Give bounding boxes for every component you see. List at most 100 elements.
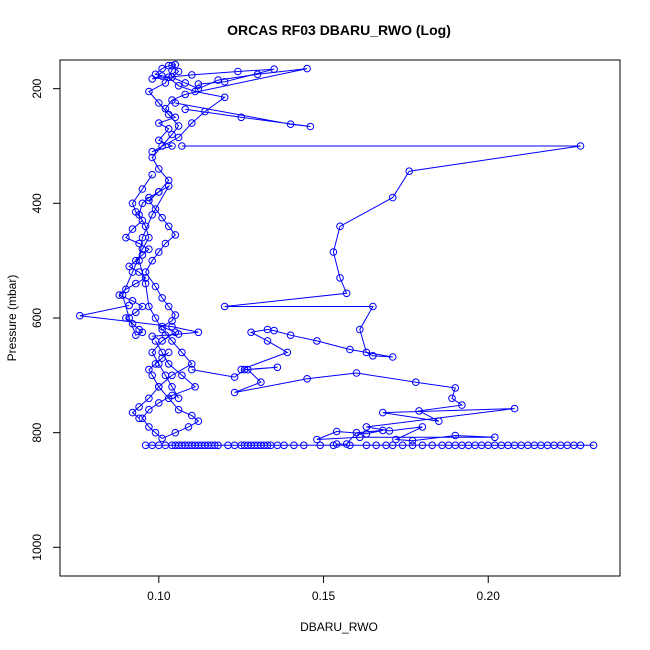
y-tick-label: 800 bbox=[30, 422, 44, 442]
data-point bbox=[191, 87, 199, 96]
data-point bbox=[76, 311, 84, 320]
x-axis-label: DBARU_RWO bbox=[300, 620, 378, 634]
data-point bbox=[148, 75, 156, 83]
data-point bbox=[362, 430, 371, 438]
data-point bbox=[151, 428, 160, 437]
data-point bbox=[174, 405, 183, 414]
data-point bbox=[148, 256, 156, 265]
data-point bbox=[148, 153, 156, 162]
data-point bbox=[220, 78, 229, 86]
data-point bbox=[392, 435, 400, 444]
data-point bbox=[145, 423, 153, 431]
data-point bbox=[164, 394, 173, 403]
data-point bbox=[135, 403, 143, 411]
data-point bbox=[194, 417, 203, 426]
data-point bbox=[178, 371, 186, 380]
data-point bbox=[188, 119, 196, 127]
data-point bbox=[408, 436, 417, 445]
data-point bbox=[181, 105, 189, 114]
x-tick-label: 0.10 bbox=[147, 589, 171, 603]
data-point bbox=[161, 104, 170, 113]
data-point bbox=[263, 441, 272, 450]
data-point bbox=[379, 408, 387, 417]
series-1 bbox=[141, 60, 311, 403]
series-6 bbox=[76, 301, 203, 341]
data-point bbox=[214, 441, 222, 450]
data-point bbox=[168, 322, 176, 331]
data-point bbox=[145, 394, 153, 403]
data-point bbox=[151, 360, 160, 368]
data-point bbox=[336, 222, 344, 231]
data-point bbox=[135, 239, 143, 248]
data-point bbox=[188, 360, 196, 368]
data-point bbox=[346, 441, 354, 450]
data-point bbox=[171, 60, 180, 69]
data-point bbox=[132, 256, 140, 265]
data-point bbox=[138, 233, 147, 242]
data-point bbox=[158, 64, 166, 73]
data-point bbox=[369, 302, 377, 311]
y-axis: 200 400 600 800 1000 bbox=[30, 78, 60, 561]
data-point bbox=[270, 65, 278, 73]
data-point bbox=[263, 325, 272, 334]
data-point bbox=[138, 216, 147, 225]
series-5 bbox=[178, 142, 585, 374]
data-point bbox=[174, 394, 183, 403]
data-point bbox=[303, 64, 311, 73]
data-point bbox=[155, 248, 163, 256]
data-point bbox=[171, 231, 180, 239]
data-point bbox=[132, 331, 140, 340]
data-point bbox=[346, 345, 354, 354]
data-point bbox=[161, 79, 170, 87]
data-point bbox=[448, 394, 456, 403]
data-point bbox=[148, 371, 156, 380]
data-point bbox=[155, 136, 163, 145]
data-point bbox=[408, 441, 417, 450]
data-point bbox=[138, 245, 147, 253]
data-point bbox=[220, 93, 229, 102]
data-point bbox=[174, 82, 183, 90]
data-point bbox=[128, 268, 137, 276]
data-point bbox=[168, 142, 176, 150]
data-point bbox=[405, 167, 414, 175]
data-point bbox=[168, 337, 176, 345]
data-point bbox=[168, 371, 176, 380]
data-point bbox=[362, 348, 371, 357]
data-point bbox=[168, 383, 176, 391]
y-tick-label: 1000 bbox=[30, 534, 44, 561]
data-point bbox=[329, 441, 338, 450]
data-point bbox=[435, 417, 443, 426]
data-point bbox=[155, 119, 163, 127]
data-point bbox=[194, 328, 203, 337]
data-point bbox=[161, 239, 170, 248]
data-point bbox=[151, 205, 160, 213]
series-line bbox=[181, 145, 581, 371]
data-point bbox=[388, 193, 397, 202]
data-point bbox=[257, 378, 265, 387]
data-point bbox=[164, 302, 173, 311]
data-point bbox=[118, 291, 127, 299]
data-point bbox=[168, 66, 176, 75]
data-point bbox=[171, 311, 180, 319]
data-point bbox=[356, 325, 364, 334]
data-point bbox=[398, 441, 407, 450]
data-point bbox=[303, 375, 311, 383]
data-point bbox=[329, 248, 338, 256]
data-point bbox=[237, 113, 245, 122]
data-point bbox=[164, 360, 173, 368]
plot-frame bbox=[59, 59, 621, 577]
data-point bbox=[194, 80, 203, 88]
data-point bbox=[589, 441, 598, 450]
series-7 bbox=[188, 363, 519, 448]
data-point bbox=[263, 337, 272, 345]
data-point bbox=[379, 426, 387, 435]
data-point bbox=[125, 262, 133, 271]
data-point bbox=[151, 314, 160, 322]
data-point bbox=[174, 330, 183, 338]
y-axis-label: Pressure (mbar) bbox=[5, 275, 19, 362]
data-point bbox=[336, 274, 344, 282]
series-4 bbox=[171, 99, 315, 131]
data-point bbox=[128, 225, 137, 233]
data-point bbox=[342, 440, 351, 448]
data-point bbox=[158, 72, 166, 80]
